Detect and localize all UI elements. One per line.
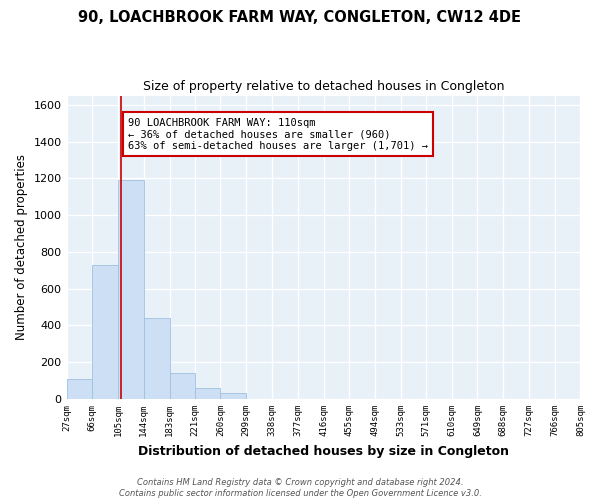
Text: 90, LOACHBROOK FARM WAY, CONGLETON, CW12 4DE: 90, LOACHBROOK FARM WAY, CONGLETON, CW12… <box>79 10 521 25</box>
Bar <box>144 318 170 399</box>
Bar <box>220 392 246 399</box>
Y-axis label: Number of detached properties: Number of detached properties <box>15 154 28 340</box>
Text: Contains HM Land Registry data © Crown copyright and database right 2024.
Contai: Contains HM Land Registry data © Crown c… <box>119 478 481 498</box>
Bar <box>118 180 144 399</box>
Bar <box>67 379 92 399</box>
X-axis label: Distribution of detached houses by size in Congleton: Distribution of detached houses by size … <box>138 444 509 458</box>
Text: 90 LOACHBROOK FARM WAY: 110sqm
← 36% of detached houses are smaller (960)
63% of: 90 LOACHBROOK FARM WAY: 110sqm ← 36% of … <box>128 118 428 151</box>
Bar <box>170 374 195 399</box>
Bar <box>92 265 118 399</box>
Title: Size of property relative to detached houses in Congleton: Size of property relative to detached ho… <box>143 80 504 93</box>
Bar <box>195 388 220 399</box>
